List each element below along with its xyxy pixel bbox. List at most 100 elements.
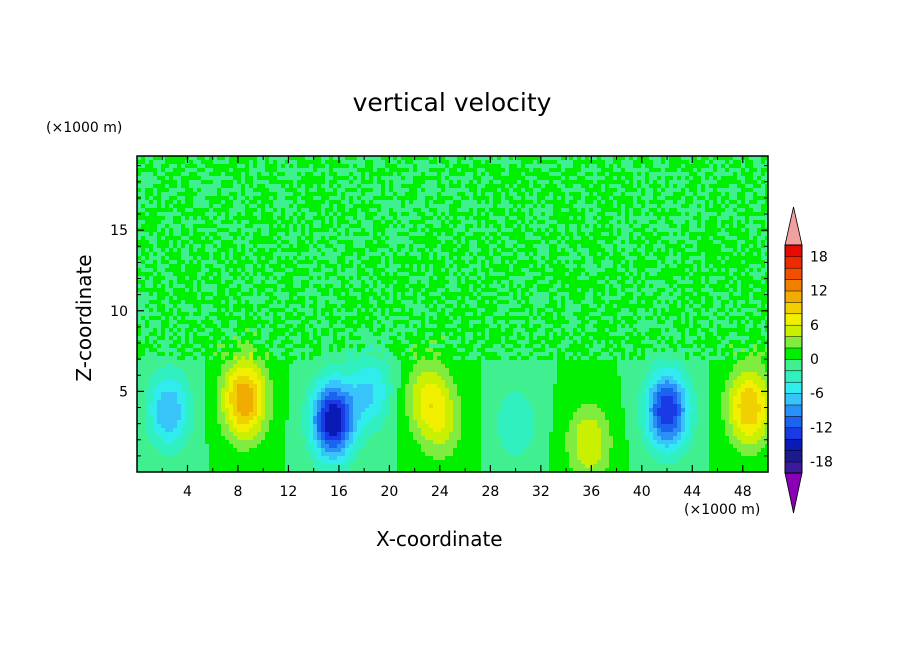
contour-cell	[425, 280, 430, 285]
contour-cell	[185, 236, 190, 241]
contour-cell	[709, 216, 714, 221]
contour-cell	[705, 172, 710, 177]
contour-cell	[729, 236, 734, 241]
contour-cell	[309, 180, 314, 185]
contour-cell	[265, 216, 270, 221]
contour-cell	[193, 252, 198, 257]
contour-cell	[269, 176, 274, 181]
contour-cell	[253, 268, 258, 273]
contour-cell	[249, 212, 254, 217]
contour-cell	[701, 160, 706, 165]
contour-cell	[513, 260, 518, 265]
contour-cell	[205, 276, 210, 281]
contour-cell	[157, 276, 162, 281]
contour-cell	[145, 208, 150, 213]
contour-cell	[249, 244, 254, 249]
contour-cell	[233, 168, 238, 173]
contour-cell	[189, 248, 194, 253]
contour-cell	[429, 168, 434, 173]
contour-cell	[465, 256, 470, 261]
contour-cell	[157, 160, 162, 165]
contour-cell	[181, 228, 186, 233]
contour-cell	[569, 156, 574, 161]
contour-cell	[185, 232, 190, 237]
contour-cell	[161, 272, 166, 277]
contour-cell	[397, 212, 402, 217]
contour-cell	[289, 184, 294, 189]
contour-cell	[173, 192, 178, 197]
contour-cell	[477, 204, 482, 209]
contour-cell	[377, 268, 382, 273]
contour-cell	[349, 272, 354, 277]
contour-cell	[285, 192, 290, 197]
contour-cell	[277, 192, 282, 197]
contour-cell	[309, 204, 314, 209]
contour-cell	[313, 236, 318, 241]
contour-cell	[165, 208, 170, 213]
contour-cell	[597, 264, 602, 269]
contour-cell	[437, 260, 442, 265]
contour-cell	[389, 216, 394, 221]
contour-cell	[201, 264, 206, 269]
contour-cell	[593, 232, 598, 237]
contour-cell	[353, 232, 358, 237]
contour-cell	[753, 248, 758, 253]
contour-cell	[137, 164, 142, 169]
contour-cell	[761, 172, 766, 177]
contour-cell	[289, 196, 294, 201]
contour-cell	[585, 244, 590, 249]
contour-cell	[573, 168, 578, 173]
contour-cell	[493, 156, 498, 161]
contour-cell	[453, 276, 458, 281]
contour-cell	[505, 252, 510, 257]
contour-cell	[445, 176, 450, 181]
contour-cell	[193, 188, 198, 193]
contour-cell	[325, 196, 330, 201]
contour-cell	[665, 236, 670, 241]
contour-cell	[169, 240, 174, 245]
contour-cell	[221, 208, 226, 213]
contour-cell	[257, 236, 262, 241]
contour-cell	[669, 212, 674, 217]
contour-cell	[573, 200, 578, 205]
contour-cell	[517, 168, 522, 173]
contour-cell	[213, 276, 218, 281]
contour-cell	[741, 208, 746, 213]
contour-cell	[469, 164, 474, 169]
contour-cell	[593, 196, 598, 201]
contour-cell	[281, 188, 286, 193]
contour-cell	[757, 216, 762, 221]
contour-cell	[689, 228, 694, 233]
contour-cell	[153, 280, 158, 285]
contour-cell	[489, 160, 494, 165]
contour-cell	[581, 156, 586, 161]
contour-cell	[457, 228, 462, 233]
contour-cell	[705, 220, 710, 225]
contour-cell	[225, 168, 230, 173]
contour-cell	[293, 168, 298, 173]
contour-cell	[681, 184, 686, 189]
contour-cell	[245, 204, 250, 209]
contour-cell	[573, 244, 578, 249]
contour-cell	[377, 232, 382, 237]
contour-cell	[521, 192, 526, 197]
contour-cell	[477, 252, 482, 257]
contour-cell	[317, 168, 322, 173]
contour-cell	[593, 200, 598, 205]
contour-cell	[641, 204, 646, 209]
contour-cell	[521, 172, 526, 177]
contour-cell	[397, 176, 402, 181]
contour-cell	[269, 256, 274, 261]
contour-cell	[217, 176, 222, 181]
contour-cell	[641, 216, 646, 221]
contour-cell	[301, 184, 306, 189]
contour-cell	[649, 244, 654, 249]
contour-cell	[601, 244, 606, 249]
contour-cell	[329, 272, 334, 277]
contour-cell	[397, 280, 402, 285]
contour-cell	[585, 260, 590, 265]
contour-cell	[153, 208, 158, 213]
contour-cell	[177, 228, 182, 233]
contour-cell	[361, 240, 366, 245]
contour-cell	[325, 228, 330, 233]
